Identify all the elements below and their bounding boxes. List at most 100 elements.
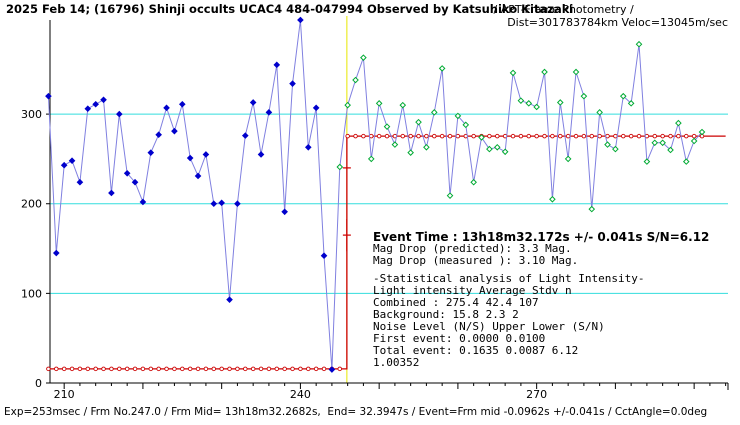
data-point: [407, 149, 414, 156]
model-point: [298, 366, 303, 372]
data-point: [115, 110, 123, 118]
y-tick-label-200: 200: [21, 198, 42, 211]
annotation-block: Event Time : 13h18m32.172s +/- 0.041s S/…: [373, 230, 709, 369]
data-point: [383, 123, 391, 130]
model-point: [652, 133, 658, 139]
data-point: [171, 127, 178, 135]
model-point: [518, 133, 524, 139]
model-point: [337, 366, 343, 372]
data-point: [470, 178, 477, 186]
model-point: [258, 366, 264, 372]
data-point: [234, 200, 241, 208]
data-point: [438, 65, 446, 72]
data-point: [139, 198, 147, 206]
model-point: [46, 366, 51, 372]
model-point: [424, 133, 429, 139]
model-point: [321, 366, 327, 372]
model-point: [636, 133, 642, 139]
model-point: [597, 133, 602, 139]
data-point: [281, 208, 288, 216]
model-point: [148, 366, 154, 372]
data-point: [596, 109, 603, 116]
data-point: [675, 119, 682, 127]
data-point: [690, 137, 698, 145]
data-point: [131, 178, 139, 186]
data-point: [218, 199, 225, 207]
data-point: [68, 157, 76, 165]
data-point: [257, 151, 265, 158]
y-tick-label-300: 300: [21, 108, 42, 121]
model-point: [93, 366, 98, 372]
model-point: [345, 133, 350, 139]
chart-subtitle-dist: Dist=301783784km Veloc=13045m/sec: [507, 16, 728, 29]
model-point: [180, 366, 185, 372]
model-point: [558, 133, 563, 139]
x-tick-label-210: 210: [54, 388, 75, 401]
mag-drop-predicted: Mag Drop (predicted): 3.3 Mag.: [373, 242, 572, 255]
data-point: [612, 145, 619, 153]
model-layer: [46, 133, 726, 372]
model-point: [195, 366, 201, 372]
model-point: [227, 366, 232, 372]
model-point: [77, 366, 83, 372]
model-point: [573, 133, 579, 139]
data-point: [580, 92, 588, 100]
model-point: [306, 366, 311, 372]
model-point: [282, 366, 287, 372]
data-point: [100, 96, 107, 104]
model-point: [408, 133, 413, 139]
data-point: [627, 100, 635, 107]
data-point: [52, 249, 60, 257]
footer-info: Exp=253msec / Frm No.247.0 / Frm Mid= 13…: [4, 406, 708, 418]
model-point: [243, 366, 248, 372]
model-point: [550, 133, 555, 139]
noise-first-event: First event: 0.0000 0.0100: [373, 332, 545, 345]
data-point: [391, 141, 399, 148]
data-point: [486, 145, 493, 153]
data-point: [265, 109, 273, 116]
data-point: [501, 148, 509, 156]
model-point: [628, 133, 634, 139]
data-point: [399, 101, 407, 109]
data-point: [320, 252, 328, 260]
data-point: [430, 109, 438, 116]
x-tick-label-240: 240: [290, 388, 311, 401]
model-point: [471, 133, 476, 139]
data-point: [462, 121, 470, 129]
data-point: [178, 100, 186, 108]
data-point: [108, 189, 115, 197]
model-point: [353, 133, 358, 139]
model-point: [495, 133, 500, 139]
model-point: [61, 366, 67, 372]
data-point: [60, 161, 68, 169]
model-point: [235, 366, 240, 372]
data-point: [423, 143, 430, 151]
data-point: [541, 68, 548, 76]
grid-layer: [50, 16, 728, 383]
data-point: [698, 128, 706, 136]
data-point: [155, 131, 162, 139]
model-point: [691, 133, 697, 139]
data-point: [210, 200, 218, 208]
stat-title: -Statistical analysis of Light Intensity…: [373, 272, 645, 285]
data-point: [525, 100, 533, 107]
model-point: [676, 133, 681, 139]
model-point: [69, 366, 75, 372]
model-point: [589, 133, 595, 139]
data-point: [123, 169, 131, 177]
data-point: [84, 105, 92, 113]
model-point: [187, 366, 193, 372]
stat-header: Light intensity Average Stdv n: [373, 284, 572, 297]
model-point: [668, 133, 673, 139]
model-point: [400, 133, 406, 139]
model-point: [124, 366, 130, 372]
model-point: [172, 366, 177, 372]
model-point: [274, 366, 280, 372]
model-point: [439, 133, 445, 139]
model-point: [565, 133, 571, 139]
data-point: [202, 151, 210, 158]
model-point: [684, 133, 689, 139]
ratio-value: 1.00352: [373, 356, 419, 369]
marker-layer: [45, 16, 706, 373]
model-point: [660, 133, 665, 139]
